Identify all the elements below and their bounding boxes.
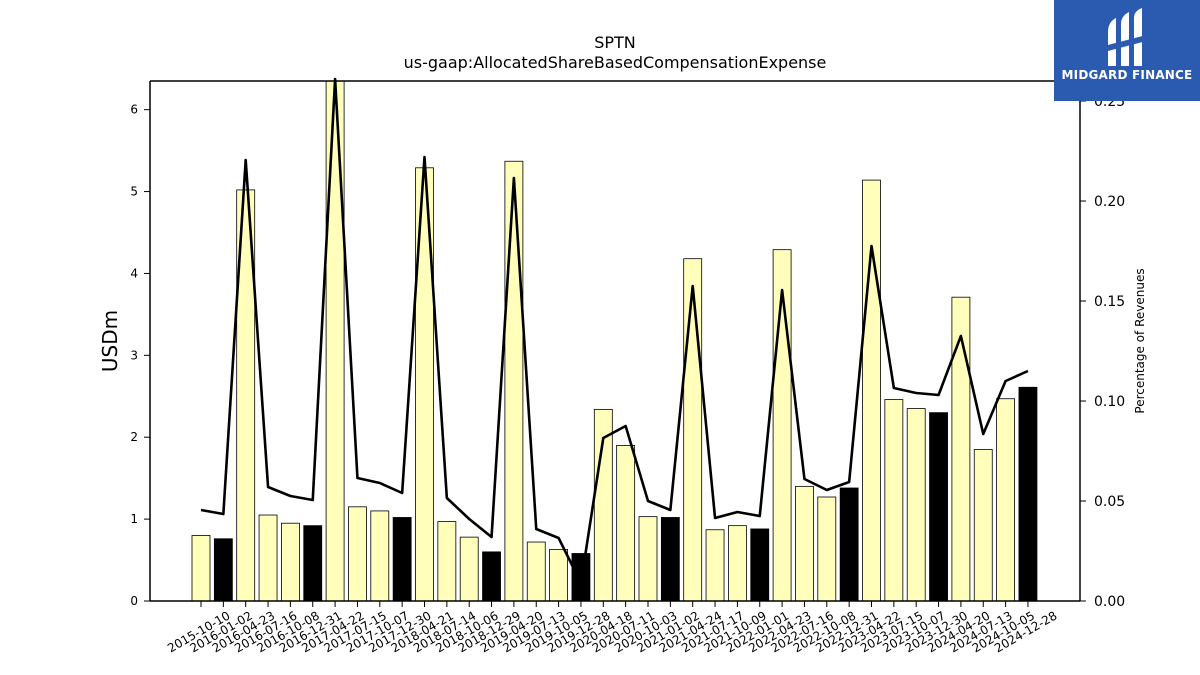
bar-2021-01-02 (660, 517, 680, 602)
y2-axis-label: Percentage of Revenues (1133, 268, 1147, 413)
bar-2020-10-03 (638, 516, 658, 602)
axes (149, 80, 1081, 602)
y-tick-label: 0 (130, 594, 138, 608)
bar-2022-12-31 (839, 487, 859, 602)
bar-2022-10-08 (817, 496, 837, 602)
bar-2016-12-31 (303, 525, 323, 602)
y2-tick-label: 0.10 (1094, 394, 1125, 410)
y-tick-label: 5 (130, 185, 138, 199)
percentage-of-revenues-line (200, 77, 1029, 585)
left-axis-ticks: 0 1 2 3 4 5 6 (130, 103, 150, 608)
y-tick-label: 1 (130, 512, 138, 526)
bar-2023-12-30 (929, 412, 948, 602)
chart-subtitle: us-gaap:AllocatedShareBasedCompensationE… (403, 53, 827, 72)
bar-2017-12-30 (392, 517, 412, 602)
bar-2018-10-06 (459, 536, 479, 602)
bar-2016-10-08 (280, 522, 300, 602)
y2-tick-label: 0.15 (1094, 294, 1125, 310)
bar-2024-07-13 (973, 449, 993, 602)
bar-2019-10-05 (549, 549, 568, 602)
y2-tick-label: 0.05 (1094, 494, 1125, 510)
bar-2021-10-09 (728, 525, 747, 602)
bar-2017-10-07 (370, 510, 390, 602)
bar-2022-01-01 (750, 528, 770, 602)
bar-2017-04-22 (325, 80, 345, 602)
bar-series (191, 80, 1038, 602)
bar-2024-12-28 (1018, 386, 1038, 602)
bar-2023-07-15 (884, 399, 904, 602)
right-axis-ticks: 0.000.050.100.150.200.25 (1080, 94, 1125, 610)
bar-2023-10-07 (906, 408, 926, 602)
midgard-logo-icon (1104, 8, 1150, 66)
bar-2020-07-11 (616, 445, 636, 602)
bar-2021-04-24 (683, 258, 703, 602)
bar-2016-07-16 (258, 514, 278, 602)
y-tick-label: 3 (130, 348, 138, 362)
bar-2018-07-14 (437, 521, 457, 602)
y2-tick-label: 0.20 (1094, 194, 1125, 210)
y2-tick-label: 0.00 (1094, 594, 1125, 610)
bar-2018-12-29 (482, 551, 501, 602)
chart-title: SPTN (594, 33, 636, 52)
bar-2024-10-05 (996, 398, 1015, 602)
bar-2017-07-15 (348, 506, 367, 602)
y-tick-label: 6 (130, 103, 138, 117)
bar-2024-04-20 (951, 296, 971, 602)
y-tick-label: 4 (130, 266, 138, 280)
bar-2016-01-02 (213, 538, 233, 602)
bar-2019-04-20 (504, 160, 524, 602)
bar-2023-04-22 (862, 179, 881, 602)
bar-2019-07-13 (526, 541, 546, 602)
logo-text: MIDGARD FINANCE (1061, 68, 1193, 82)
bar-2021-07-17 (705, 529, 725, 602)
x-axis-ticks: 2015-10-102016-01-022016-04-232016-07-16… (165, 601, 1059, 655)
bar-2015-10-10 (191, 535, 211, 602)
y-tick-label: 2 (130, 430, 138, 444)
y-axis-label: USDm (98, 310, 122, 372)
midgard-finance-logo: MIDGARD FINANCE (1054, 0, 1200, 101)
bar-2022-07-16 (795, 485, 814, 602)
